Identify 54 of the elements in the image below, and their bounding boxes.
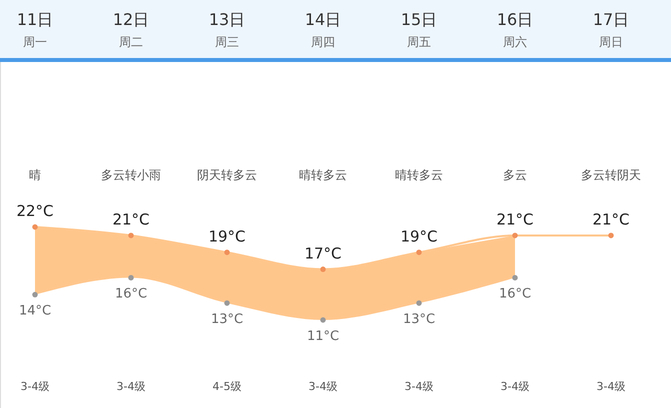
data-label: 13°C [402, 312, 436, 328]
data-label: 22°C [16, 202, 54, 220]
x-tick-label: 16日 [496, 10, 534, 29]
data-label: 17°C [304, 244, 342, 262]
text: 3-4级 [404, 380, 434, 393]
point [32, 292, 38, 298]
text: 晴转多云 [395, 168, 443, 182]
text: 多云转阴天 [581, 168, 641, 182]
x-tick-label: 15日 [400, 10, 438, 29]
text: 4-5级 [212, 380, 242, 393]
text: 晴转多云 [299, 168, 347, 182]
text: 3-4级 [308, 380, 338, 393]
point [32, 224, 38, 230]
data-label: 21°C [592, 210, 630, 228]
text: 3-4级 [20, 380, 50, 393]
data-label: 13°C [210, 312, 244, 328]
text: 多云转小雨 [101, 168, 161, 182]
point [608, 232, 614, 238]
text: 周日 [599, 35, 623, 49]
data-label: 16°C [498, 286, 532, 302]
text: 周三 [215, 35, 239, 49]
text: 3-4级 [596, 380, 626, 393]
text: 周一 [23, 35, 47, 49]
text: 3-4级 [500, 380, 530, 393]
text: 晴 [29, 168, 41, 182]
text: 3-4级 [116, 380, 146, 393]
point [320, 266, 326, 272]
text: 周四 [311, 35, 335, 49]
text: 周五 [407, 35, 431, 49]
x-tick-label: 17日 [592, 10, 630, 29]
data-label: 19°C [208, 227, 246, 246]
text: 多云 [503, 168, 527, 182]
text: 周六 [503, 35, 527, 49]
data-label: 11°C [306, 329, 340, 344]
x-tick-label: 13日 [208, 10, 246, 29]
data-label: 19°C [400, 227, 438, 246]
point [512, 232, 518, 238]
data-label: 14°C [18, 304, 52, 319]
text: 周二 [119, 35, 143, 49]
point [128, 274, 134, 280]
data-label: 21°C [112, 210, 150, 228]
point [320, 317, 326, 323]
x-tick-label: 11日 [16, 10, 54, 29]
point [128, 232, 134, 238]
point [224, 300, 230, 306]
data-label: 16°C [114, 286, 148, 302]
x-tick-label: 14日 [304, 10, 342, 29]
point [224, 250, 230, 256]
point [416, 250, 422, 256]
point [512, 274, 518, 280]
point [416, 300, 422, 306]
data-label: 21°C [496, 210, 534, 228]
x-tick-label: 12日 [112, 10, 150, 29]
text: 阴天转多云 [197, 168, 257, 182]
